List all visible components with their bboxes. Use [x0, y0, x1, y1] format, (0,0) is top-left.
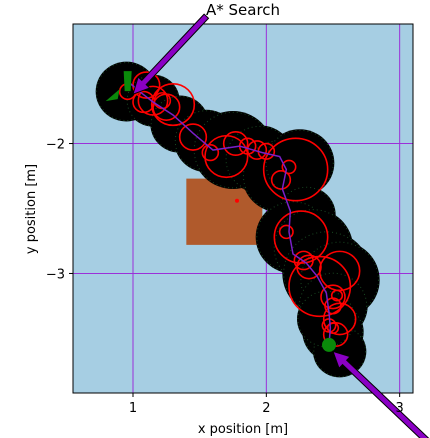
y-ticks: −2 −3 — [46, 138, 73, 282]
explored-circle — [201, 144, 220, 162]
explored-circle — [330, 289, 344, 302]
explored-circle — [278, 224, 294, 240]
x-tick-label: 1 — [129, 401, 137, 416]
explored-circle — [246, 140, 268, 160]
explored-circle — [281, 159, 297, 175]
start-marker — [105, 71, 132, 102]
goal-marker — [322, 337, 336, 352]
explored-circle — [262, 137, 329, 202]
annotation-arrows — [132, 13, 430, 438]
explored-circle — [137, 85, 169, 116]
x-tick-label: 3 — [396, 401, 404, 416]
explored-circle — [150, 82, 196, 127]
explored-circle — [322, 302, 357, 336]
explored-circle — [222, 131, 249, 157]
explored-circle — [270, 170, 292, 190]
annotation-arrow — [132, 13, 210, 95]
y-tick-label: −2 — [46, 138, 65, 153]
x-tick-label: 2 — [262, 401, 270, 416]
y-axis-label: y position [m] — [24, 164, 39, 254]
explored-blob-edge — [313, 325, 367, 378]
planned-path — [127, 80, 332, 345]
start-heading — [105, 89, 120, 102]
annotation-arrow — [332, 350, 430, 438]
explored-circle — [293, 250, 314, 271]
chart-title: A* Search — [206, 1, 280, 19]
explored-circle — [178, 123, 208, 151]
y-tick-label: −3 — [46, 267, 65, 282]
plot-frame — [72, 23, 414, 394]
explored-circle — [320, 284, 346, 310]
waypoint-marker — [235, 198, 239, 203]
x-axis-label: x position [m] — [198, 422, 288, 437]
explored-circles — [118, 71, 361, 348]
start-body — [123, 71, 132, 92]
x-ticks: 1 2 3 — [129, 393, 404, 416]
